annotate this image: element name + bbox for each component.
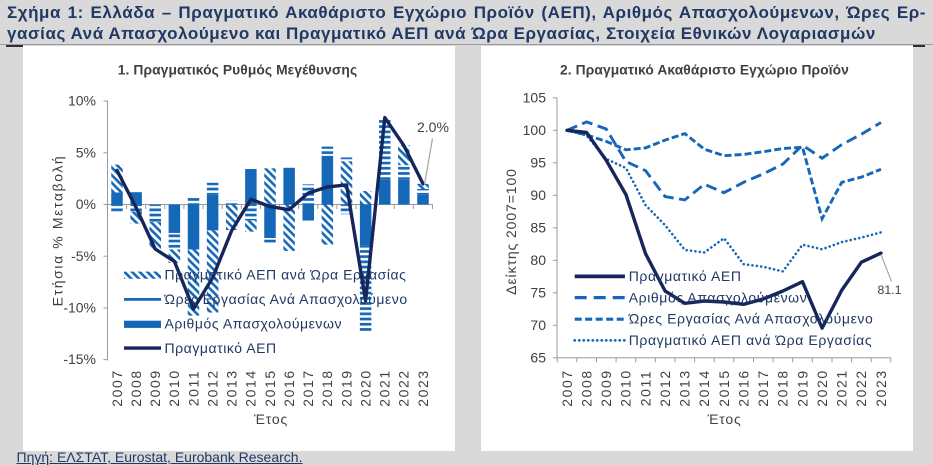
svg-text:2023: 2023 <box>415 369 431 407</box>
svg-text:Αριθμός Απασχολούμενων: Αριθμός Απασχολούμενων <box>165 315 343 331</box>
svg-text:75: 75 <box>530 284 546 300</box>
svg-text:85: 85 <box>530 219 546 235</box>
svg-text:2023: 2023 <box>873 369 889 407</box>
svg-text:2.0%: 2.0% <box>417 119 449 135</box>
svg-text:2007: 2007 <box>559 369 575 407</box>
svg-text:100: 100 <box>523 121 547 137</box>
svg-text:Δείκτης 2007=100: Δείκτης 2007=100 <box>503 168 519 295</box>
svg-text:2019: 2019 <box>794 369 810 407</box>
svg-text:2009: 2009 <box>147 369 163 407</box>
svg-text:0%: 0% <box>76 196 96 212</box>
svg-text:2018: 2018 <box>319 369 335 407</box>
svg-text:2014: 2014 <box>243 369 259 407</box>
svg-text:2010: 2010 <box>166 369 182 407</box>
svg-text:Ετήσια % Μεταβολή: Ετήσια % Μεταβολή <box>50 154 66 306</box>
svg-text:2019: 2019 <box>338 369 354 407</box>
svg-text:10%: 10% <box>68 92 96 108</box>
svg-text:2011: 2011 <box>637 369 653 406</box>
svg-text:2013: 2013 <box>224 369 240 407</box>
svg-text:Ώρες Εργασίας Ανά Απασχολούμεν: Ώρες Εργασίας Ανά Απασχολούμενο <box>628 310 874 326</box>
svg-text:95: 95 <box>530 154 546 170</box>
svg-text:2016: 2016 <box>735 369 751 407</box>
svg-text:Αριθμός Απασχολούμενων: Αριθμός Απασχολούμενων <box>629 289 808 305</box>
svg-text:Έτος: Έτος <box>706 411 741 427</box>
svg-text:2010: 2010 <box>618 369 634 407</box>
svg-text:Πραγματικό ΑΕΠ ανά Ώρα Εργασία: Πραγματικό ΑΕΠ ανά Ώρα Εργασίας <box>165 266 407 282</box>
svg-text:2009: 2009 <box>598 369 614 407</box>
svg-text:81.1: 81.1 <box>878 283 902 297</box>
svg-text:2007: 2007 <box>109 369 125 407</box>
svg-text:5%: 5% <box>76 144 96 160</box>
svg-text:2022: 2022 <box>396 369 412 407</box>
svg-text:2013: 2013 <box>677 369 693 407</box>
svg-text:90: 90 <box>530 186 546 202</box>
svg-text:2020: 2020 <box>814 369 830 407</box>
svg-text:2017: 2017 <box>755 369 771 407</box>
svg-text:2017: 2017 <box>300 369 316 407</box>
svg-text:2018: 2018 <box>775 369 791 407</box>
svg-text:Πραγματικό ΑΕΠ: Πραγματικό ΑΕΠ <box>629 268 742 284</box>
svg-text:Ώρες Εργασίας Ανά Απασχολούμεν: Ώρες Εργασίας Ανά Απασχολούμενο <box>164 291 408 307</box>
svg-text:2012: 2012 <box>657 369 673 407</box>
svg-text:2022: 2022 <box>853 369 869 407</box>
svg-text:105: 105 <box>523 89 547 105</box>
svg-text:2008: 2008 <box>128 369 144 407</box>
svg-text:2015: 2015 <box>262 369 278 407</box>
svg-text:Πραγματικό ΑΕΠ: Πραγματικό ΑΕΠ <box>165 339 277 355</box>
svg-text:-5%: -5% <box>71 247 96 263</box>
svg-text:2016: 2016 <box>281 369 297 407</box>
svg-text:2. Πραγματικό Ακαθάριστο Εγχώρ: 2. Πραγματικό Ακαθάριστο Εγχώριο Προϊόν <box>560 62 849 77</box>
svg-text:2021: 2021 <box>834 369 850 407</box>
svg-text:70: 70 <box>530 316 546 332</box>
svg-text:-10%: -10% <box>63 299 96 315</box>
svg-text:2021: 2021 <box>377 369 393 407</box>
svg-text:80: 80 <box>530 251 546 267</box>
svg-text:2008: 2008 <box>578 369 594 407</box>
svg-text:65: 65 <box>530 349 546 365</box>
svg-text:2012: 2012 <box>204 369 220 407</box>
svg-text:1. Πραγματικός Ρυθμός Μεγέθυνσ: 1. Πραγματικός Ρυθμός Μεγέθυνσης <box>118 62 358 77</box>
svg-text:2014: 2014 <box>696 369 712 407</box>
svg-text:2020: 2020 <box>357 369 373 407</box>
svg-text:2011: 2011 <box>185 369 201 406</box>
svg-text:-15%: -15% <box>63 351 96 367</box>
svg-text:Πραγματικό ΑΕΠ ανά Ώρα Εργασία: Πραγματικό ΑΕΠ ανά Ώρα Εργασίας <box>629 332 873 348</box>
svg-text:Έτος: Έτος <box>253 411 288 427</box>
svg-text:2015: 2015 <box>716 369 732 407</box>
